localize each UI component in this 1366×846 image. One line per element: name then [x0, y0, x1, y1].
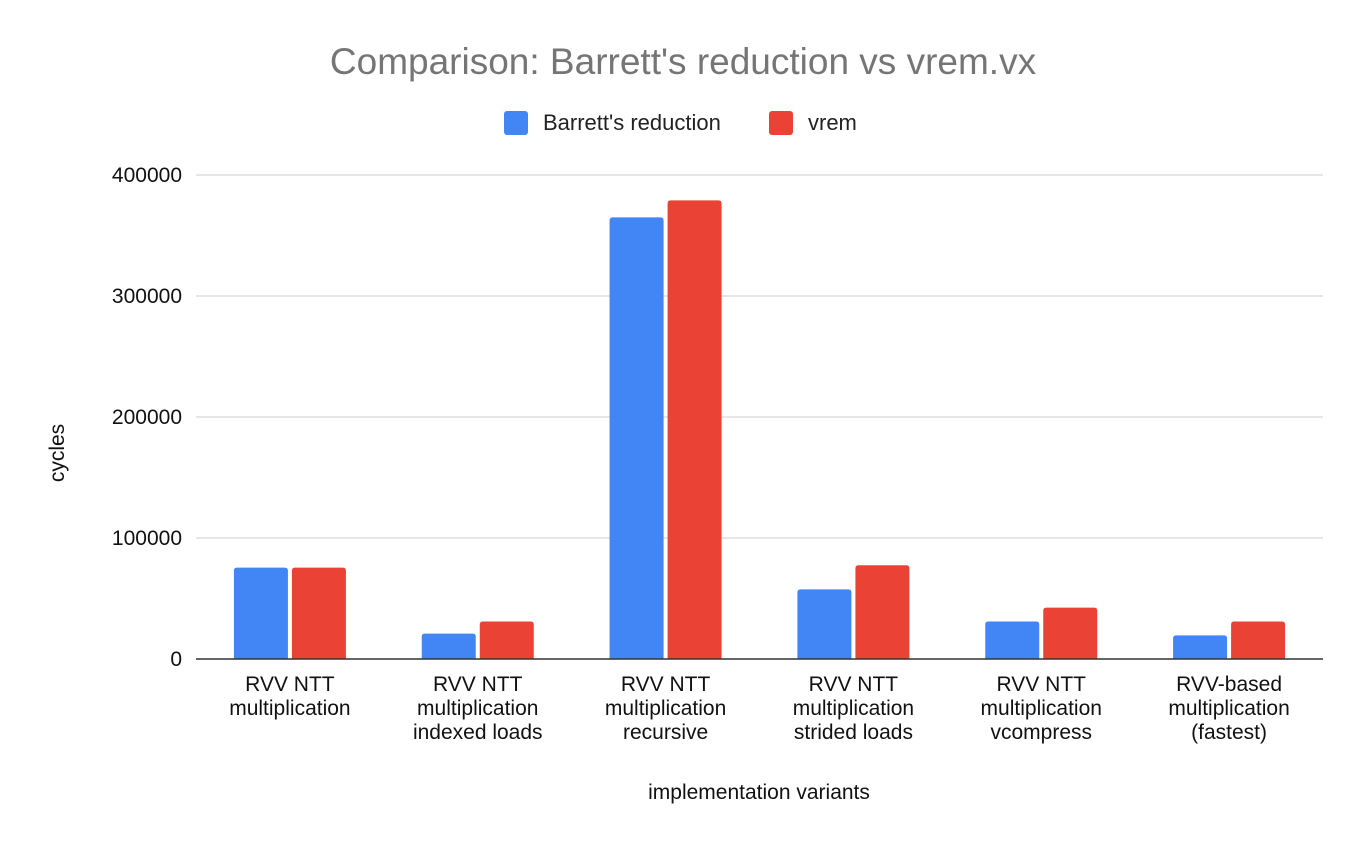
- bar-vrem: [667, 200, 722, 659]
- x-tick-label: (fastest): [1191, 721, 1267, 744]
- bar-barrett: [233, 567, 288, 659]
- x-axis-title: implementation variants: [648, 781, 870, 804]
- x-tick-label: indexed loads: [413, 721, 543, 744]
- bar-barrett: [609, 217, 664, 659]
- x-tick-label: multiplication: [793, 697, 914, 720]
- x-tick-label: RVV-based: [1176, 673, 1282, 696]
- gridlines: [196, 174, 1323, 539]
- x-tick-label: multiplication: [605, 697, 726, 720]
- bar-barrett: [985, 621, 1040, 659]
- bar-vrem: [1231, 621, 1286, 659]
- legend-swatch-vrem: [769, 111, 793, 135]
- bar-vrem: [479, 621, 534, 659]
- bars: [233, 200, 1286, 659]
- x-tick-label: recursive: [623, 721, 708, 744]
- bar-barrett: [421, 633, 476, 659]
- legend-label-vrem: vrem: [808, 110, 857, 135]
- y-tick-label: 400000: [112, 164, 182, 187]
- y-tick-label: 100000: [112, 527, 182, 550]
- y-tick-label: 200000: [112, 406, 182, 429]
- x-tick-label: RVV NTT: [433, 673, 523, 696]
- x-tick-label: multiplication: [1168, 697, 1289, 720]
- x-tick-label: multiplication: [417, 697, 538, 720]
- y-tick-label: 0: [170, 648, 182, 671]
- bar-barrett: [1173, 635, 1228, 659]
- chart-title: Comparison: Barrett's reduction vs vrem.…: [330, 41, 1037, 82]
- x-tick-label: vcompress: [990, 721, 1092, 744]
- bar-vrem: [855, 565, 910, 659]
- y-tick-label: 300000: [112, 285, 182, 308]
- y-axis-title: cycles: [46, 424, 69, 482]
- bar-vrem: [1043, 607, 1098, 659]
- legend-label-barrett: Barrett's reduction: [543, 110, 721, 135]
- legend-swatch-barrett: [504, 111, 528, 135]
- y-axis-ticks: 0 100000 200000 300000 400000: [112, 164, 182, 671]
- x-tick-label: strided loads: [794, 721, 913, 744]
- legend: Barrett's reduction vrem: [504, 110, 857, 135]
- bar-vrem: [291, 567, 346, 659]
- x-tick-label: multiplication: [981, 697, 1102, 720]
- x-tick-label: RVV NTT: [621, 673, 711, 696]
- bar-barrett: [797, 589, 852, 659]
- x-tick-label: RVV NTT: [245, 673, 335, 696]
- x-tick-label: RVV NTT: [809, 673, 899, 696]
- x-tick-label: RVV NTT: [997, 673, 1087, 696]
- x-tick-label: multiplication: [229, 697, 350, 720]
